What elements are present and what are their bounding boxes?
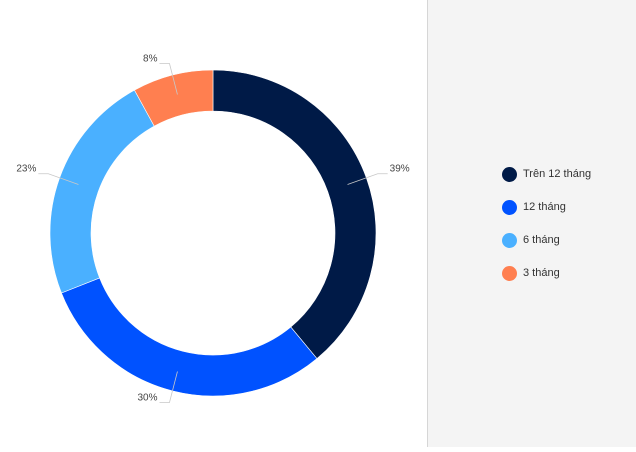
- legend-item-12-thang[interactable]: 12 tháng: [502, 199, 591, 215]
- data-label: 39%: [390, 164, 410, 175]
- leader-line: [159, 63, 178, 95]
- data-label: 30%: [137, 393, 157, 404]
- leader-line: [159, 371, 178, 403]
- data-label: 23%: [16, 164, 36, 175]
- legend-label: 6 tháng: [523, 234, 560, 246]
- donut-slice-12-thang[interactable]: [61, 277, 318, 397]
- legend-label: 12 tháng: [523, 201, 566, 213]
- legend-item-6-thang[interactable]: 6 tháng: [502, 232, 591, 248]
- legend: Trên 12 tháng 12 tháng 6 tháng 3 tháng: [502, 166, 591, 281]
- donut-slice-6-thang[interactable]: [49, 89, 155, 294]
- circle-marker-icon: [502, 199, 517, 215]
- legend-label: 3 tháng: [523, 267, 560, 279]
- legend-label: Trên 12 tháng: [523, 168, 592, 180]
- circle-marker-icon: [502, 265, 517, 281]
- donut-slice-3-thang[interactable]: [134, 69, 214, 127]
- legend-item-3-thang[interactable]: 3 tháng: [502, 265, 591, 281]
- data-label: 8%: [143, 53, 158, 64]
- panel-divider: [427, 0, 428, 447]
- legend-panel: Trên 12 tháng 12 tháng 6 tháng 3 tháng: [428, 0, 636, 447]
- donut-chart: 39% 30% 23% 8%: [16, 53, 410, 404]
- chart-area: 39% 30% 23% 8%: [16, 53, 410, 404]
- circle-marker-icon: [502, 232, 517, 248]
- circle-marker-icon: [502, 166, 517, 182]
- leader-line: [38, 173, 79, 185]
- legend-item-tren-12-thang[interactable]: Trên 12 tháng: [502, 166, 591, 182]
- donut-slice-tren-12-thang[interactable]: [212, 69, 377, 360]
- leader-line: [347, 173, 388, 185]
